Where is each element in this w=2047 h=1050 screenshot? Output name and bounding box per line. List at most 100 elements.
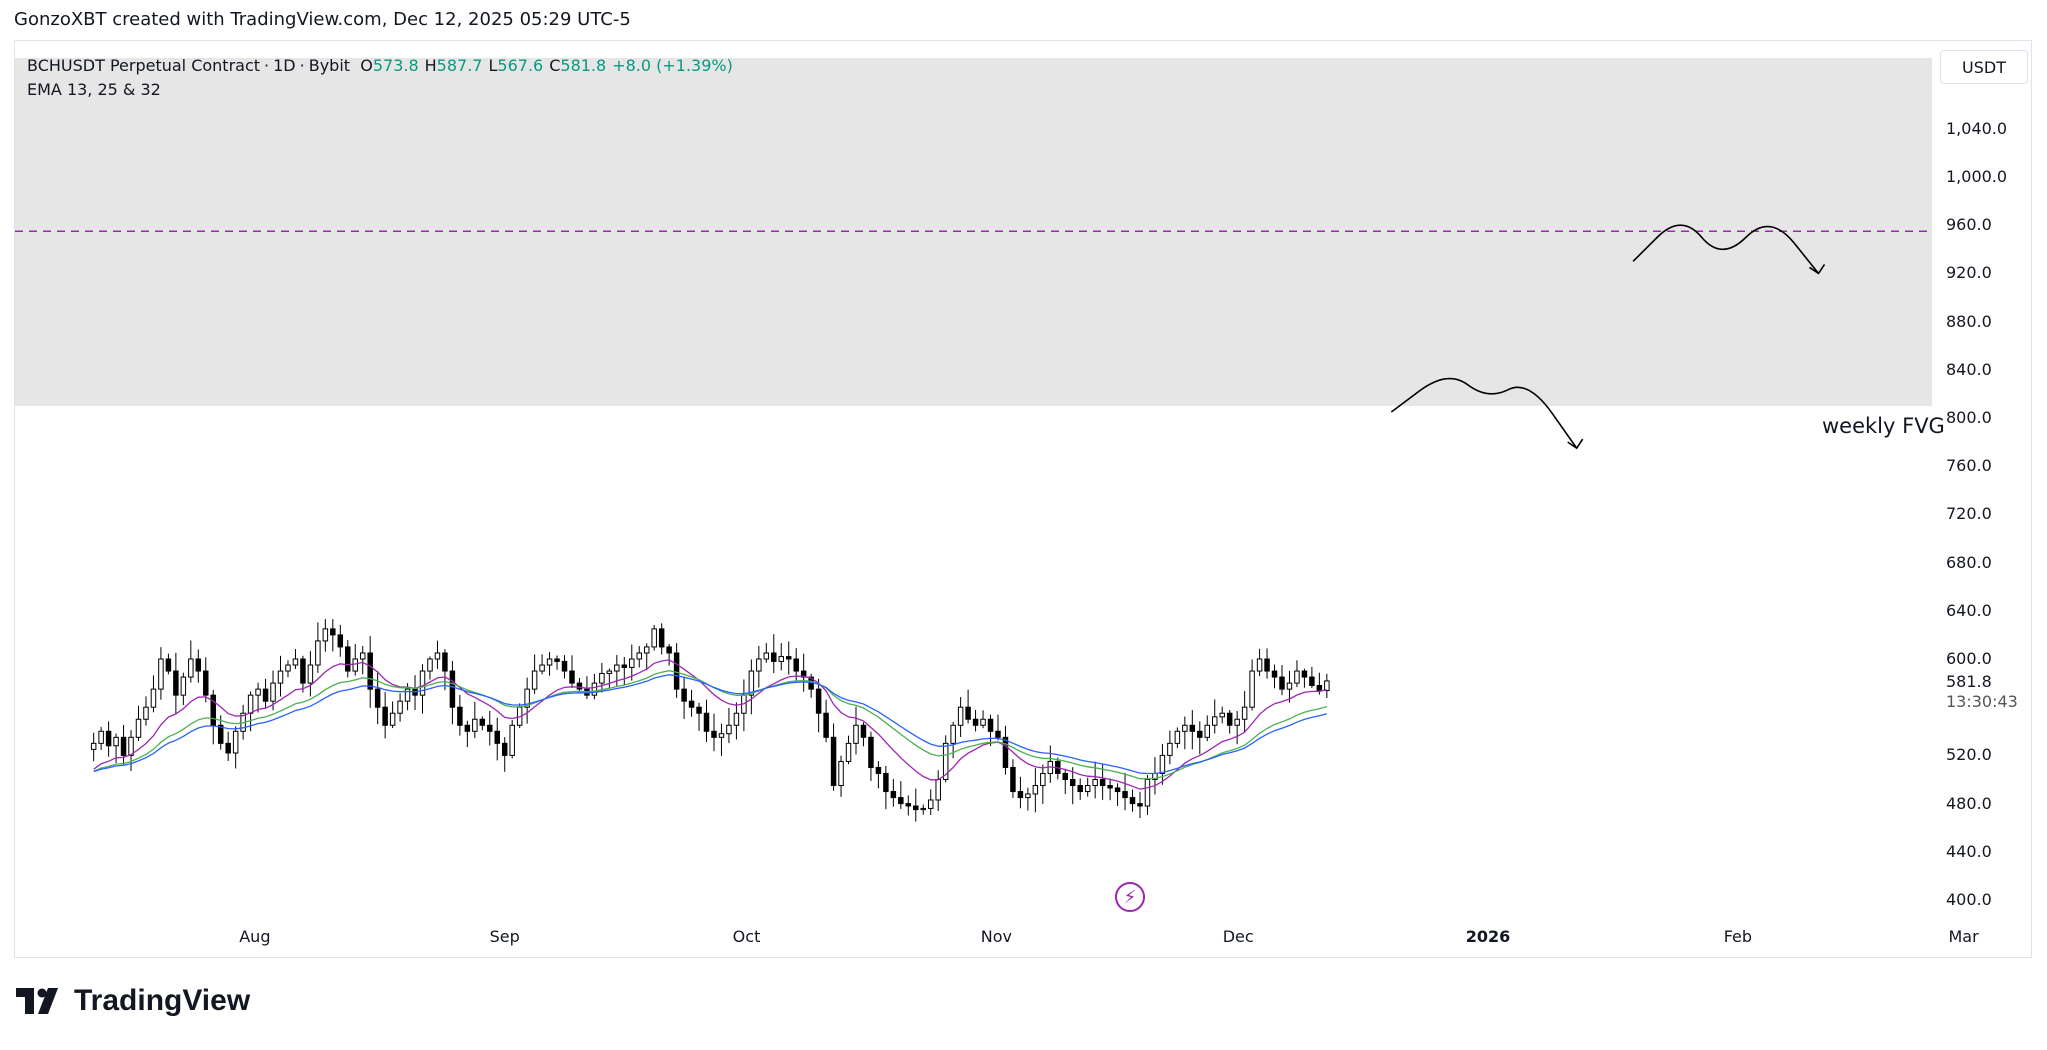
candle (965, 689, 971, 724)
candle (135, 705, 142, 742)
candle (1256, 648, 1263, 677)
candle (382, 692, 388, 739)
candle (1264, 648, 1270, 679)
candle (838, 755, 844, 797)
candle (1189, 710, 1196, 750)
time-tick-label: Nov (980, 927, 1012, 946)
tradingview-logo-icon (16, 988, 58, 1014)
candle (203, 657, 209, 703)
candle (1294, 660, 1300, 688)
candle (1152, 757, 1158, 795)
candle (1069, 767, 1076, 805)
time-tick-label: 2026 (1465, 927, 1511, 946)
candle (651, 625, 657, 651)
candle (427, 656, 433, 680)
candle (995, 714, 1001, 741)
candle (337, 624, 344, 657)
candle (845, 735, 852, 765)
candle (726, 707, 732, 744)
legend-indicator[interactable]: EMA 13, 25 & 32 (27, 80, 161, 99)
legend-symbol[interactable]: BCHUSDT Perpetual Contract (27, 56, 261, 75)
price-tick-label: 600.0 (1946, 649, 1992, 668)
price-tick-label: 520.0 (1946, 745, 1992, 765)
legend-exchange: Bybit (308, 56, 351, 75)
candle (546, 651, 553, 676)
price-tick-label: 880.0 (1946, 311, 1992, 331)
legend-interval: 1D (273, 56, 296, 75)
candle (345, 640, 351, 678)
candle (643, 643, 650, 671)
candle (300, 655, 306, 693)
candle (1219, 706, 1225, 724)
candle (1226, 709, 1233, 734)
candle (935, 770, 941, 811)
candle (232, 726, 239, 769)
candle (262, 678, 269, 708)
candles (90, 619, 1330, 822)
lightning-bolt-icon[interactable]: ⚡ (1115, 882, 1145, 912)
legend-h-label: H (424, 56, 437, 75)
candle (853, 706, 859, 755)
arrow-head (1567, 438, 1584, 450)
candle (524, 677, 530, 724)
candle (225, 731, 231, 761)
candle (561, 655, 568, 679)
candle (105, 721, 112, 757)
price-tick-label: 400.0 (1946, 890, 1992, 909)
m-pattern-upper (1632, 224, 1820, 274)
time-tick-label: Feb (1723, 927, 1753, 946)
candle (696, 702, 702, 731)
legend-line-symbol: BCHUSDT Perpetual Contract · 1D · Bybit O573… (27, 54, 739, 78)
candle (688, 689, 695, 717)
fvg-label: weekly FVG (1822, 414, 1945, 438)
candle (472, 701, 478, 739)
candle (890, 779, 897, 807)
candle (255, 682, 261, 713)
price-tick-label: 720.0 (1946, 504, 1992, 524)
candle (307, 651, 314, 697)
candle (1211, 699, 1218, 734)
candle (270, 670, 276, 711)
time-tick-label: Dec (1222, 927, 1254, 946)
candle (875, 761, 882, 789)
candle (681, 677, 687, 719)
candle (479, 716, 486, 731)
candle (815, 678, 822, 733)
candle (412, 675, 418, 710)
candle (1234, 710, 1240, 745)
legend-change: +8.0 (+1.39%) (612, 56, 733, 75)
last-price-label: 581.8 (1946, 672, 1992, 691)
tradingview-brand[interactable]: TradingView (16, 984, 250, 1018)
price-tick-label: 680.0 (1946, 552, 1992, 572)
candle (1107, 778, 1113, 801)
candle (277, 655, 284, 697)
candle (352, 644, 358, 676)
candle (397, 693, 403, 722)
candle (1114, 783, 1121, 806)
time-tick-label: Sep (489, 927, 520, 946)
time-tick-label: Mar (1948, 927, 1979, 946)
candle (913, 788, 919, 822)
candle (434, 640, 441, 669)
legend-close: 581.8 (560, 56, 607, 75)
time-tick-label: Oct (732, 927, 761, 946)
candle (487, 710, 493, 746)
candle (98, 726, 104, 750)
currency-button[interactable]: USDT (1940, 50, 2028, 84)
candle (374, 671, 381, 725)
candle (1129, 789, 1136, 812)
candle (150, 675, 157, 713)
m-pattern-lower (1390, 377, 1578, 449)
candle (1159, 744, 1166, 785)
candle (980, 710, 986, 729)
candle (718, 723, 725, 757)
candle (173, 652, 179, 714)
legend-o-label: O (360, 56, 373, 75)
candle (1084, 777, 1091, 797)
legend-open: 573.8 (372, 56, 419, 75)
candle (569, 655, 575, 688)
candle (539, 654, 545, 675)
candle (987, 714, 994, 746)
candle (180, 672, 187, 706)
